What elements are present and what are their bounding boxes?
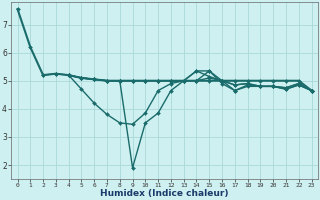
- X-axis label: Humidex (Indice chaleur): Humidex (Indice chaleur): [100, 189, 229, 198]
